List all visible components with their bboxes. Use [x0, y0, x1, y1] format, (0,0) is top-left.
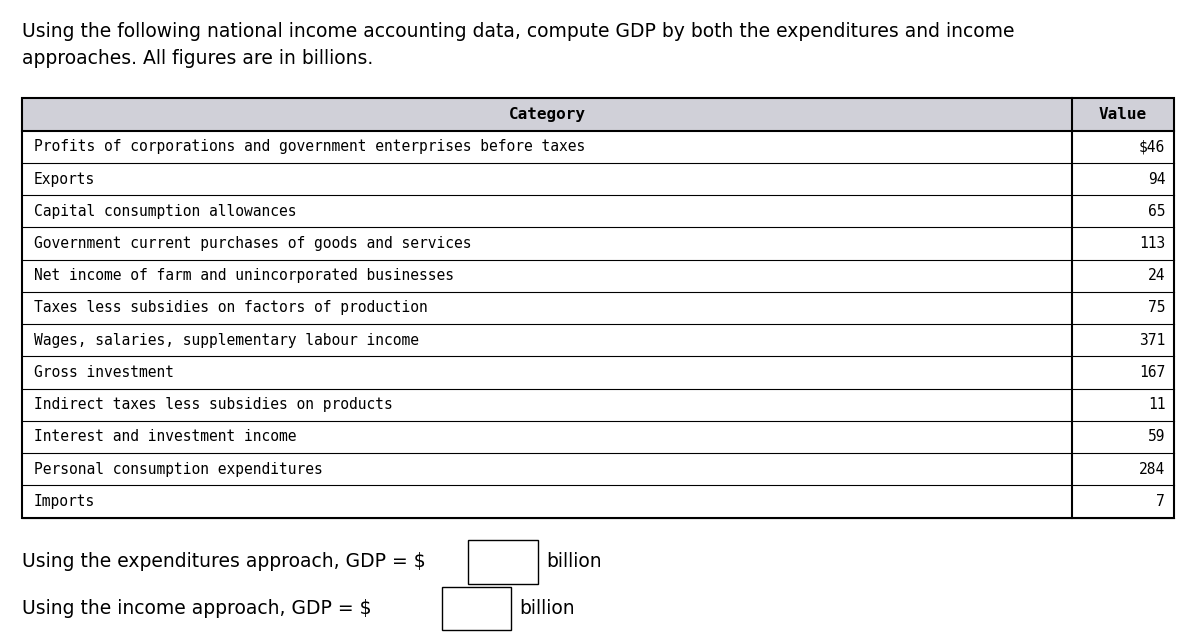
Text: Using the expenditures approach, GDP = $: Using the expenditures approach, GDP = $	[22, 552, 425, 572]
Text: Using the following national income accounting data, compute GDP by both the exp: Using the following national income acco…	[22, 22, 1014, 68]
Text: 75: 75	[1147, 300, 1165, 316]
Text: Category: Category	[509, 107, 586, 122]
Text: Gross investment: Gross investment	[34, 365, 174, 380]
Text: Indirect taxes less subsidies on products: Indirect taxes less subsidies on product…	[34, 397, 392, 412]
Bar	[1073, 98, 1174, 131]
Text: Personal consumption expenditures: Personal consumption expenditures	[34, 462, 323, 477]
Text: Wages, salaries, supplementary labour income: Wages, salaries, supplementary labour in…	[34, 333, 419, 348]
Bar	[22, 98, 1174, 131]
Text: 59: 59	[1147, 429, 1165, 444]
Text: Exports: Exports	[34, 171, 95, 187]
FancyBboxPatch shape	[442, 587, 511, 630]
Text: Using the income approach, GDP = $: Using the income approach, GDP = $	[22, 599, 371, 618]
Text: Capital consumption allowances: Capital consumption allowances	[34, 204, 296, 219]
Text: 7: 7	[1157, 494, 1165, 509]
Text: 24: 24	[1147, 268, 1165, 283]
Text: 284: 284	[1139, 462, 1165, 477]
Text: 65: 65	[1147, 204, 1165, 219]
Text: Government current purchases of goods and services: Government current purchases of goods an…	[34, 236, 472, 251]
FancyBboxPatch shape	[468, 540, 538, 584]
Text: billion: billion	[520, 599, 575, 618]
Text: Taxes less subsidies on factors of production: Taxes less subsidies on factors of produ…	[34, 300, 427, 316]
Text: 371: 371	[1139, 333, 1165, 348]
Text: Interest and investment income: Interest and investment income	[34, 429, 296, 444]
Text: Imports: Imports	[34, 494, 95, 509]
Text: 113: 113	[1139, 236, 1165, 251]
Text: billion: billion	[546, 552, 601, 572]
Text: Profits of corporations and government enterprises before taxes: Profits of corporations and government e…	[34, 139, 584, 154]
Text: Net income of farm and unincorporated businesses: Net income of farm and unincorporated bu…	[34, 268, 454, 283]
Text: Value: Value	[1099, 107, 1147, 122]
Text: 167: 167	[1139, 365, 1165, 380]
Text: 94: 94	[1147, 171, 1165, 187]
Text: $46: $46	[1139, 139, 1165, 154]
Text: 11: 11	[1147, 397, 1165, 412]
